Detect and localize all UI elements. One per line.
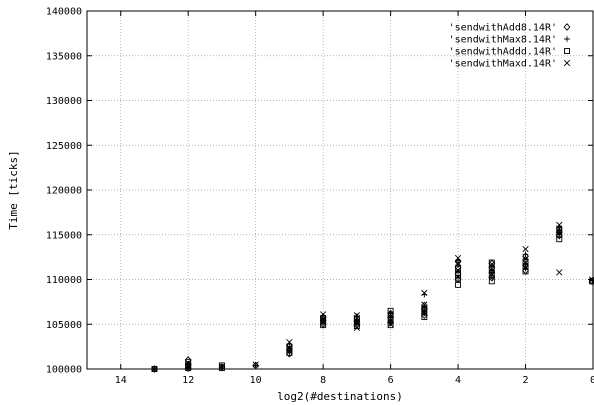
x-tick-label: 14 [115,375,127,386]
cross-point [556,229,563,237]
square-point [455,281,462,288]
legend-cross-point [563,59,571,67]
x-tick-label: 6 [388,375,394,386]
square-point [353,315,360,322]
legend-square-point [564,48,570,54]
y-tick-label: 110000 [46,275,82,286]
x-tick-label: 0 [590,375,594,386]
square-point [455,265,462,272]
square-point [488,272,495,278]
cross-point [454,273,462,280]
grid [87,11,593,369]
cross-point [421,301,428,308]
cross-point [454,254,462,262]
legend: 'sendwithAdd8.14R''sendwithMax8.14R''sen… [449,23,571,70]
y-tick-label: 105000 [46,320,82,331]
y-tick-label: 120000 [46,186,82,197]
square-point [488,278,495,285]
x-tick-label: 8 [320,375,326,386]
plus-point [522,260,529,267]
cross-point [488,271,495,278]
y-tick-label: 100000 [46,365,82,376]
square-point [286,349,293,356]
legend-diamond-point [563,23,571,31]
plot-area [151,221,594,373]
legend-label: 'sendwithMax8.14R' [449,35,557,46]
series-square [151,227,594,372]
y-tick-label: 125000 [46,141,82,152]
legend-label: 'sendwithMaxd.14R' [449,59,557,70]
square-point [286,343,293,350]
legend-label: 'sendwithAdd8.14R' [449,23,557,34]
cross-point [353,320,360,327]
square-point [488,259,495,266]
cross-point [218,363,226,370]
cross-point [286,339,293,346]
square-point [488,265,495,272]
cross-point [556,221,563,229]
cross-point [353,312,360,319]
cross-point [421,289,428,297]
square-point [320,315,327,321]
square-point [421,309,428,316]
square-point [387,316,394,323]
square-point [218,362,225,369]
diamond-point [488,273,496,282]
y-axis-label: Time [ticks] [7,150,20,229]
cross-point [454,267,462,274]
diamond-point [151,365,158,373]
square-point [556,236,563,243]
legend-label: 'sendwithAddd.14R' [449,47,557,58]
x-tick-label: 2 [523,375,529,386]
cross-point [185,359,192,366]
x-tick-label: 10 [250,375,262,386]
plus-point [455,257,461,264]
cross-point [286,344,293,351]
x-tick-label: 4 [455,375,461,386]
cross-point [353,314,360,322]
square-point [387,307,394,314]
cross-point [454,260,462,267]
series-plus [151,223,594,372]
square-point [556,231,563,238]
cross-point [522,263,529,271]
legend-plus-point [564,36,570,42]
cross-point [421,307,428,314]
cross-point [488,265,495,272]
square-point [387,312,394,319]
cross-point [320,311,327,318]
square-point [522,268,529,275]
cross-point [387,315,394,322]
axes: 100000 105000 110000 115000 120000 125000 1300… [46,7,594,387]
cross-point [522,255,529,263]
y-tick-label: 130000 [46,96,82,107]
cross-point [556,269,563,276]
cross-point [387,311,394,318]
square-point [421,306,428,312]
cross-point [522,245,529,253]
cross-point [320,315,327,322]
plus-point [522,251,529,258]
x-axis-label: log2(#destinations) [277,390,403,403]
cross-point [353,324,360,331]
cross-point [488,261,495,268]
cross-point [387,321,394,328]
y-tick-label: 135000 [46,51,82,62]
series-cross [151,221,594,373]
x-tick-label: 12 [182,375,194,386]
square-point [589,278,594,285]
y-tick-label: 115000 [46,230,82,241]
y-tick-label: 140000 [46,7,82,18]
square-point [353,319,360,326]
square-point [421,314,428,321]
